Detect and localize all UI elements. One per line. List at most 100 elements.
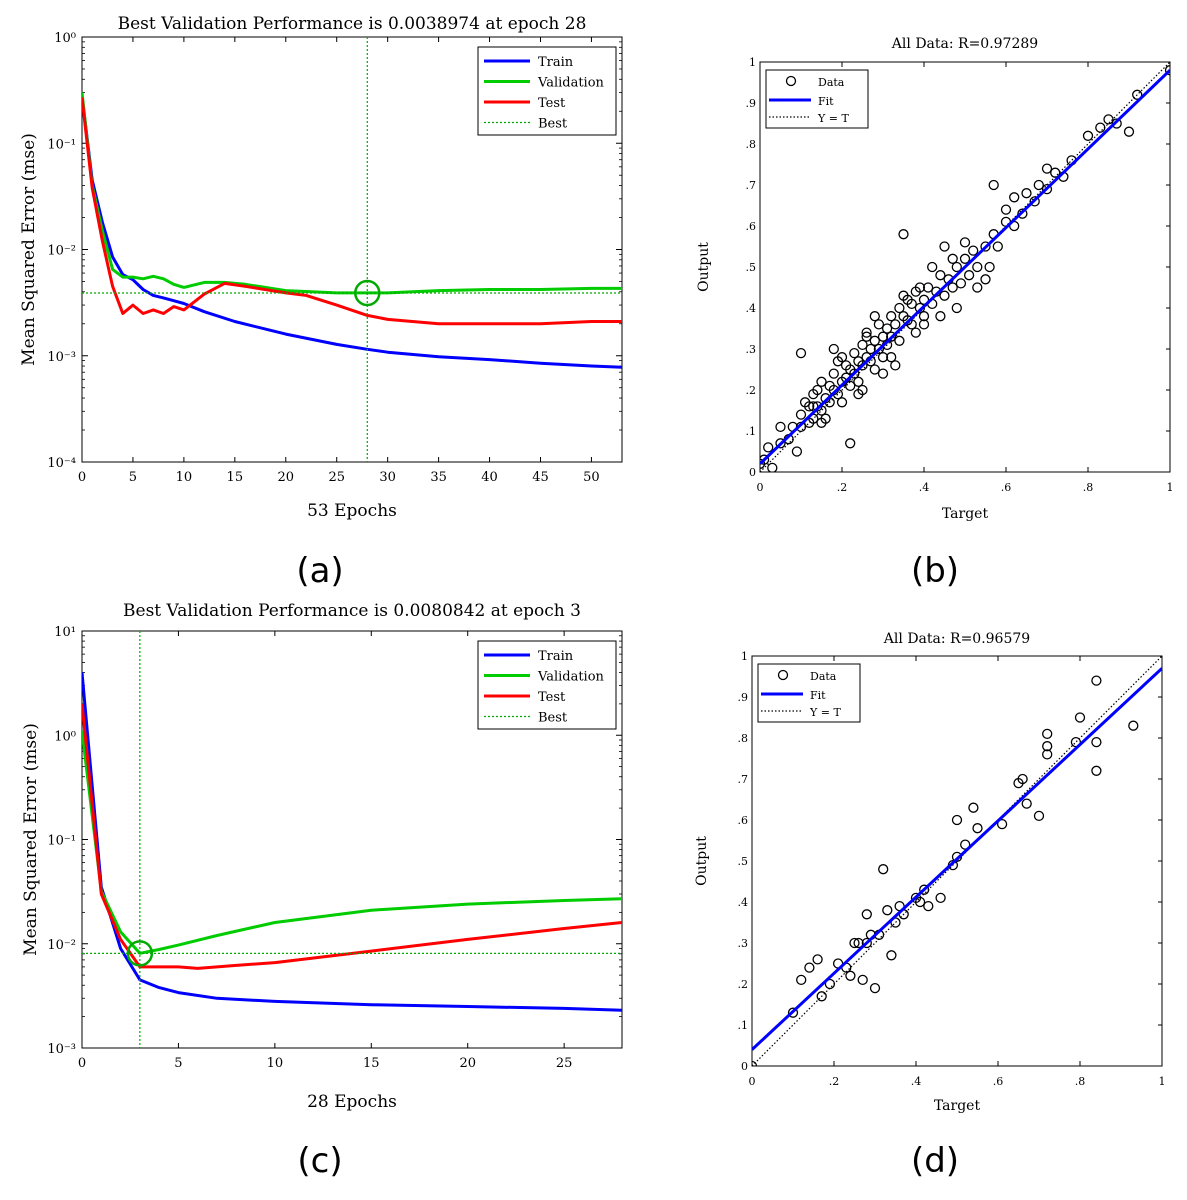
data-point	[1042, 749, 1053, 760]
series-line-validation	[82, 92, 622, 295]
y-tick-label: .3	[738, 937, 749, 950]
data-point	[775, 438, 786, 449]
data-point	[980, 274, 991, 285]
panel-caption: (c)	[297, 1141, 342, 1181]
y-tick-label: 10⁻³	[47, 1042, 76, 1057]
data-point	[857, 339, 868, 351]
series-line-test	[82, 703, 622, 970]
data-point	[816, 991, 827, 1002]
legend-label-data: Data	[810, 670, 837, 683]
x-tick-label: .2	[837, 481, 848, 494]
data-point	[836, 352, 848, 363]
best-marker	[126, 940, 154, 967]
data-point	[787, 1007, 799, 1018]
x-tick-label: .8	[1075, 1075, 1086, 1088]
x-tick-label: 0	[78, 470, 86, 485]
x-tick-label: 1	[1167, 481, 1174, 494]
fit-line	[752, 667, 1162, 1051]
data-point	[812, 384, 823, 396]
data-point	[861, 937, 872, 949]
series-line-validation	[82, 730, 622, 955]
data-point	[857, 360, 868, 371]
data-point	[877, 331, 889, 342]
data-point	[935, 270, 946, 281]
y-tick-label: .9	[746, 97, 757, 110]
identity-line	[760, 62, 1170, 472]
panel-caption: (d)	[911, 1141, 959, 1181]
data-point	[910, 327, 921, 338]
y-tick-label: .5	[746, 261, 757, 274]
x-tick-label: .6	[1001, 481, 1012, 494]
data-point	[775, 421, 786, 433]
x-tick-label: 10	[176, 470, 193, 485]
legend: Train Validation Test Best	[477, 46, 617, 136]
legend-label-train: Train	[538, 649, 574, 664]
data-point	[865, 343, 876, 355]
y-tick-label: .6	[746, 220, 757, 233]
y-tick-label: 10⁻¹	[47, 834, 76, 849]
y-tick-label: 10⁻⁴	[47, 456, 76, 471]
x-tick-label: 35	[430, 470, 447, 485]
data-point	[796, 974, 807, 986]
data-point	[959, 253, 971, 264]
y-tick-label: .4	[746, 302, 757, 315]
data-point	[828, 368, 839, 379]
data-point	[972, 823, 983, 834]
data-point	[1041, 183, 1053, 195]
data-point	[873, 319, 885, 330]
data-point	[1111, 118, 1122, 129]
best-marker	[354, 279, 381, 307]
data-point	[886, 331, 897, 342]
y-tick-label: 1	[741, 650, 748, 663]
data-point	[878, 864, 889, 875]
x-tick-label: 10	[267, 1056, 284, 1071]
data-point	[861, 327, 872, 338]
data-point	[1123, 126, 1135, 137]
data-point	[890, 319, 901, 330]
data-point	[960, 839, 971, 850]
data-point	[918, 311, 930, 322]
data-point	[877, 368, 889, 379]
chart-title: Best Validation Performance is 0.0080842…	[123, 601, 581, 621]
data-point	[992, 241, 1003, 252]
data-point	[959, 237, 971, 248]
legend: Data Fit Y = T	[757, 663, 861, 723]
x-axis-label: Target	[942, 506, 989, 522]
data-point	[1033, 810, 1045, 822]
x-axis-label: 28 Epochs	[307, 1092, 397, 1112]
data-point	[939, 241, 950, 252]
data-point	[902, 294, 913, 305]
data-point	[1033, 179, 1044, 191]
data-point	[1017, 208, 1028, 219]
data-point	[894, 335, 905, 346]
series-line-train	[82, 95, 622, 369]
data-point	[861, 909, 872, 920]
data-point	[935, 311, 946, 322]
data-point	[763, 442, 774, 453]
data-point	[1164, 65, 1170, 76]
data-point	[857, 974, 868, 986]
x-tick-label: 50	[583, 470, 600, 485]
panel-a: Best Validation Performance is 0.0038974…	[19, 14, 623, 591]
x-tick-label: 5	[174, 1056, 182, 1071]
y-axis-label: Mean Squared Error (mse)	[19, 133, 39, 366]
data-point	[886, 950, 897, 961]
legend: Data Fit Y = T	[765, 69, 869, 129]
x-tick-label: 25	[328, 470, 345, 485]
y-tick-label: .2	[738, 978, 749, 991]
x-tick-label: 0	[749, 1075, 756, 1088]
y-tick-label: .9	[738, 691, 749, 704]
legend-label-identity: Y = T	[809, 706, 841, 719]
data-point	[988, 179, 999, 191]
data-point	[1009, 192, 1020, 203]
y-tick-label: .7	[738, 773, 749, 786]
data-point	[922, 282, 934, 293]
data-point	[923, 900, 934, 912]
x-tick-label: 40	[481, 470, 498, 485]
data-point	[816, 417, 827, 428]
legend-label-fit: Fit	[818, 95, 834, 108]
data-point	[812, 954, 823, 965]
data-point	[996, 818, 1008, 830]
plot-area	[752, 656, 1162, 1066]
